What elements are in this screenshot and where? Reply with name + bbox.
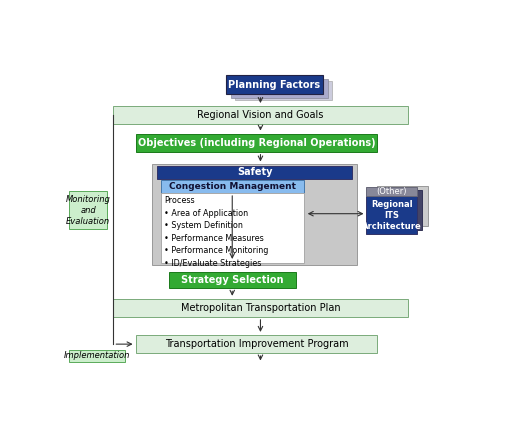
FancyBboxPatch shape [226,75,323,94]
FancyBboxPatch shape [113,106,408,124]
Text: Strategy Selection: Strategy Selection [181,275,284,285]
Text: Planning Factors: Planning Factors [228,80,321,89]
Text: (Other): (Other) [376,187,407,196]
FancyBboxPatch shape [152,164,357,266]
FancyBboxPatch shape [69,191,107,229]
Text: Transportation Improvement Program: Transportation Improvement Program [165,339,348,349]
FancyBboxPatch shape [161,180,304,193]
FancyBboxPatch shape [367,197,417,234]
Text: Regional
ITS
Architecture: Regional ITS Architecture [362,200,422,231]
Text: Congestion Management: Congestion Management [169,182,296,191]
Text: Objectives (including Regional Operations): Objectives (including Regional Operation… [138,138,375,148]
Text: Process
• Area of Application
• System Definition
• Performance Measures
• Perfo: Process • Area of Application • System D… [164,197,268,268]
FancyBboxPatch shape [378,186,427,226]
FancyBboxPatch shape [235,81,332,100]
FancyBboxPatch shape [372,190,422,230]
FancyBboxPatch shape [161,193,304,262]
Text: Monitoring
and
Evaluation: Monitoring and Evaluation [66,194,111,226]
Text: Regional Vision and Goals: Regional Vision and Goals [197,110,323,120]
FancyBboxPatch shape [113,299,408,317]
FancyBboxPatch shape [231,79,328,97]
Text: Safety: Safety [237,167,272,177]
FancyBboxPatch shape [169,272,296,288]
FancyBboxPatch shape [367,187,417,197]
FancyBboxPatch shape [69,350,125,362]
Text: Metropolitan Transportation Plan: Metropolitan Transportation Plan [180,303,340,313]
FancyBboxPatch shape [136,134,378,152]
FancyBboxPatch shape [136,335,378,353]
FancyBboxPatch shape [157,165,353,179]
Text: Implementation: Implementation [64,351,131,360]
